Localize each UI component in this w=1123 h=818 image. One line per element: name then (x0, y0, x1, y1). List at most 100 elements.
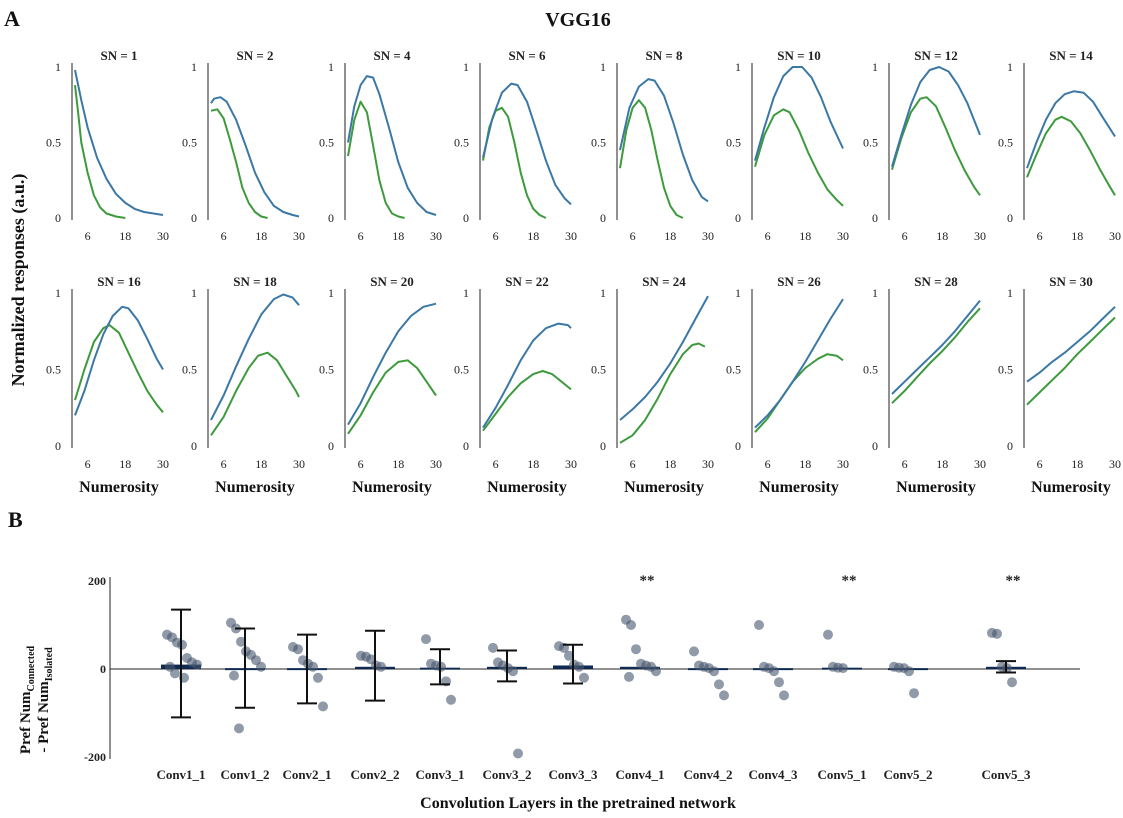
data-point (779, 690, 789, 701)
y-tick-label: 0.5 (998, 136, 1013, 150)
data-point (234, 723, 244, 734)
category-group: Conv5_2 (883, 661, 933, 782)
x-tick-label: 30 (837, 457, 849, 471)
x-tick-label: 6 (221, 229, 227, 243)
x-tick-label: 6 (85, 457, 91, 471)
subplot-title: SN = 28 (914, 274, 958, 289)
category-label: Conv1_1 (156, 767, 205, 782)
x-tick-label: 6 (1037, 229, 1043, 243)
data-point (838, 663, 848, 674)
panel-a-letter: A (4, 6, 20, 31)
x-axis-label: Numerosity (896, 479, 976, 496)
y-tick-label: 1 (191, 60, 197, 74)
connected-curve (1026, 306, 1116, 383)
data-point (508, 666, 518, 677)
category-label: Conv3_3 (548, 767, 598, 782)
data-point (574, 661, 584, 672)
x-tick-label: 18 (255, 457, 267, 471)
isolated-curve (1026, 316, 1116, 406)
subplot: SN = 6 0 0.5 1 6 18 30 (454, 48, 577, 243)
subplot: SN = 18 0 0.5 1 6 18 30 Numerosity (182, 274, 305, 496)
data-point (709, 666, 719, 677)
subplot-title: SN = 30 (1049, 274, 1093, 289)
y-tick-label: 1 (55, 60, 61, 74)
x-axis-label: Numerosity (215, 479, 295, 496)
subplot: SN = 10 0 0.5 1 6 18 30 (726, 48, 849, 243)
y-tick-label: 0 (600, 211, 606, 225)
category-group: Conv2_2 (350, 629, 400, 782)
isolated-curve (74, 84, 126, 219)
subplot-title: SN = 6 (508, 48, 546, 63)
isolated-curve (619, 342, 706, 444)
connected-curve (210, 96, 300, 218)
y-tick-label: 1 (1007, 60, 1013, 74)
data-point (769, 666, 779, 677)
isolated-curve (482, 370, 572, 432)
x-tick-label: 6 (358, 229, 364, 243)
subplot-title: SN = 4 (373, 48, 411, 63)
x-tick-label: 30 (702, 229, 714, 243)
data-point (631, 644, 641, 655)
x-axis-label: Numerosity (352, 479, 432, 496)
ylabel-sub-1: Connected (26, 645, 37, 691)
subplot: SN = 22 0 0.5 1 6 18 30 Numerosity (454, 274, 577, 496)
x-tick-label: 18 (392, 229, 404, 243)
x-tick-label: 30 (565, 457, 577, 471)
y-tick-label: 0.5 (591, 136, 606, 150)
x-tick-label: 18 (664, 457, 676, 471)
data-point (318, 701, 328, 712)
data-point (579, 672, 589, 683)
data-point (719, 690, 729, 701)
y-tick-label: 1 (1007, 286, 1013, 300)
x-tick-label: 6 (1037, 457, 1043, 471)
y-tick-label: 0.5 (319, 136, 334, 150)
subplot: SN = 30 0 0.5 1 6 18 30 Numerosity (998, 274, 1121, 496)
isolated-curve (347, 100, 405, 219)
subplot-title: SN = 18 (233, 274, 277, 289)
connected-curve (482, 82, 572, 206)
isolated-curve (891, 307, 981, 404)
category-label: Conv1_2 (220, 767, 269, 782)
x-axis-label: Numerosity (1031, 479, 1111, 496)
category-group: ** Conv5_3 (981, 573, 1031, 782)
y-tick-label: 0 (1007, 211, 1013, 225)
isolated-curve (210, 351, 300, 436)
y-tick-label: 0 (328, 211, 334, 225)
subplot-title: SN = 14 (1049, 48, 1093, 63)
y-tick-label: 1 (735, 286, 741, 300)
x-tick-label: 6 (493, 229, 499, 243)
x-tick-label: 6 (358, 457, 364, 471)
x-tick-label: 6 (221, 457, 227, 471)
x-axis-label: Numerosity (759, 479, 839, 496)
category-label: Conv4_3 (748, 767, 798, 782)
y-tick-label: 0 (328, 439, 334, 453)
subplot-title: SN = 1 (100, 48, 137, 63)
y-tick-label: 0.5 (182, 363, 197, 377)
y-tick-label: 0 (1007, 439, 1013, 453)
isolated-curve (754, 353, 844, 433)
panel-b-bar-chart: Pref NumConnected - Pref NumIsolated Con… (18, 573, 1080, 812)
data-point (754, 620, 764, 630)
y-tick-label: 0 (191, 439, 197, 453)
data-point (313, 672, 323, 683)
data-point (376, 661, 386, 672)
x-tick-label: 30 (1109, 457, 1121, 471)
y-tick-label: 0 (600, 439, 606, 453)
data-point (1007, 677, 1017, 688)
connected-curve (74, 305, 164, 416)
y-tick-label: -200 (84, 750, 106, 764)
subplot-title: SN = 20 (370, 274, 414, 289)
connected-curve (210, 293, 300, 421)
x-tick-label: 30 (1109, 229, 1121, 243)
y-tick-label: 0 (100, 662, 106, 676)
subplot-title: SN = 8 (645, 48, 683, 63)
x-tick-label: 30 (837, 229, 849, 243)
subplot-title: SN = 24 (642, 274, 686, 289)
x-tick-label: 30 (565, 229, 577, 243)
category-label: Conv5_1 (817, 767, 866, 782)
connected-curve (891, 66, 981, 167)
x-tick-label: 18 (255, 229, 267, 243)
x-tick-label: 30 (430, 457, 442, 471)
y-tick-label: 0 (463, 211, 469, 225)
isolated-curve (482, 106, 547, 219)
